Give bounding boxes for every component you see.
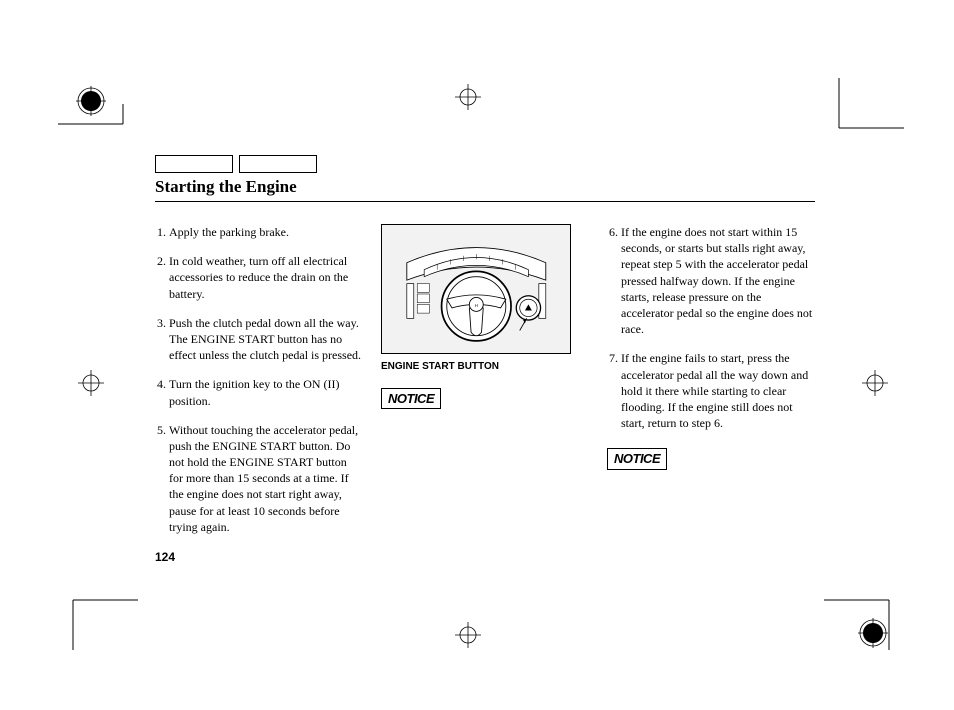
step-item: 2.In cold weather, turn off all electric… [155, 253, 363, 302]
page-title: Starting the Engine [155, 177, 815, 202]
cross-target [78, 370, 104, 396]
crop-mark [58, 104, 138, 164]
column-1: 1.Apply the parking brake. 2.In cold wea… [155, 224, 363, 548]
step-item: 5.Without touching the accelerator pedal… [155, 422, 363, 535]
step-number: 6. [607, 224, 621, 337]
step-number: 5. [155, 422, 169, 535]
step-text: Push the clutch pedal down all the way. … [169, 315, 363, 364]
step-item: 1.Apply the parking brake. [155, 224, 363, 240]
step-number: 7. [607, 350, 621, 431]
page-content: Starting the Engine 1.Apply the parking … [155, 155, 815, 548]
column-2: H ENGINE START BUTTON NOTICE [381, 224, 589, 548]
dashboard-figure: H [381, 224, 571, 354]
step-text: If the engine fails to start, press the … [621, 350, 815, 431]
step-item: 6.If the engine does not start within 15… [607, 224, 815, 337]
crop-mark [58, 590, 138, 650]
header-box [155, 155, 233, 173]
crop-mark [824, 78, 904, 138]
header-boxes [155, 155, 815, 173]
cross-target [862, 370, 888, 396]
step-text: In cold weather, turn off all electrical… [169, 253, 363, 302]
columns: 1.Apply the parking brake. 2.In cold wea… [155, 224, 815, 548]
step-item: 7.If the engine fails to start, press th… [607, 350, 815, 431]
cross-target [455, 622, 481, 648]
step-text: Without touching the accelerator pedal, … [169, 422, 363, 535]
cross-target [455, 84, 481, 110]
notice-badge: NOTICE [381, 388, 441, 410]
step-text: If the engine does not start within 15 s… [621, 224, 815, 337]
step-number: 3. [155, 315, 169, 364]
steps-list-2: 6.If the engine does not start within 15… [607, 224, 815, 431]
step-item: 3.Push the clutch pedal down all the way… [155, 315, 363, 364]
step-number: 4. [155, 376, 169, 408]
column-3: 6.If the engine does not start within 15… [607, 224, 815, 548]
step-number: 2. [155, 253, 169, 302]
crop-mark [824, 590, 904, 650]
step-item: 4.Turn the ignition key to the ON (II) p… [155, 376, 363, 408]
svg-text:H: H [474, 303, 477, 308]
step-text: Turn the ignition key to the ON (II) pos… [169, 376, 363, 408]
page-number: 124 [155, 550, 175, 564]
step-number: 1. [155, 224, 169, 240]
notice-badge: NOTICE [607, 448, 667, 470]
step-text: Apply the parking brake. [169, 224, 363, 240]
figure-caption: ENGINE START BUTTON [381, 360, 589, 374]
header-box [239, 155, 317, 173]
steps-list-1: 1.Apply the parking brake. 2.In cold wea… [155, 224, 363, 535]
